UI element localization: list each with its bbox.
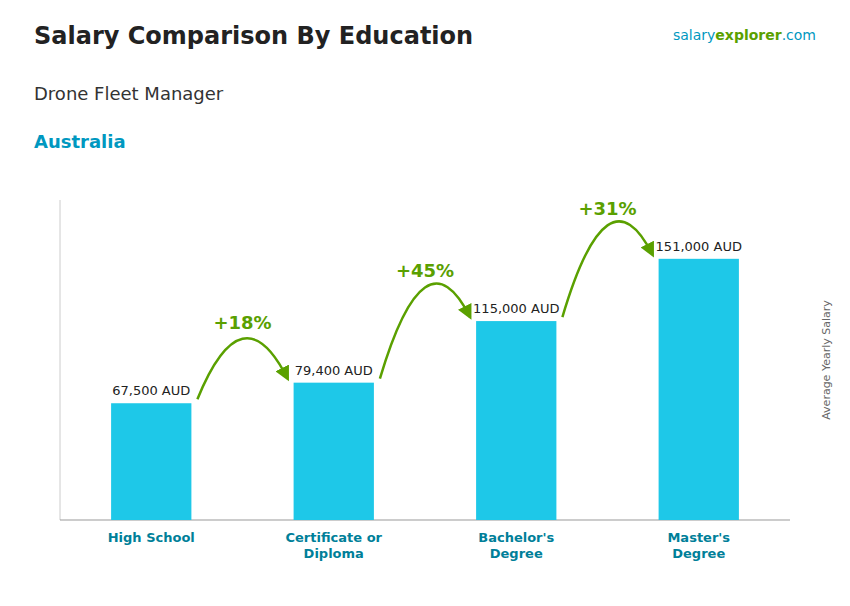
brand-part: explorer xyxy=(715,27,781,43)
background xyxy=(0,0,850,606)
category-label: Master'sDegree xyxy=(667,530,730,561)
change-label: +31% xyxy=(578,198,636,219)
category-label: High School xyxy=(108,530,195,545)
chart: Salary Comparison By Education Drone Flee… xyxy=(0,0,850,606)
change-arc xyxy=(380,284,470,379)
brand-part: salary xyxy=(673,27,715,43)
value-label: 151,000 AUD xyxy=(656,239,742,254)
y-axis-line xyxy=(60,200,61,520)
country: Australia xyxy=(34,131,126,152)
brand: salaryexplorer.com xyxy=(673,27,816,43)
value-label: 115,000 AUD xyxy=(473,301,559,316)
value-label: 79,400 AUD xyxy=(295,363,373,378)
bar xyxy=(476,321,556,520)
bar xyxy=(294,383,374,520)
bars xyxy=(111,259,739,520)
y-axis-label: Average Yearly Salary xyxy=(820,300,833,420)
bar xyxy=(111,403,191,520)
change-arc xyxy=(562,221,652,317)
title: Salary Comparison By Education xyxy=(34,22,473,50)
change-label: +45% xyxy=(396,260,454,281)
brand-part: .com xyxy=(782,27,816,43)
value-label: 67,500 AUD xyxy=(112,383,190,398)
change-label: +18% xyxy=(213,312,271,333)
category-label: Certificate orDiploma xyxy=(286,530,383,561)
change-arc xyxy=(197,338,287,399)
category-label: Bachelor'sDegree xyxy=(478,530,554,561)
bar xyxy=(659,259,739,520)
subtitle: Drone Fleet Manager xyxy=(34,83,224,104)
